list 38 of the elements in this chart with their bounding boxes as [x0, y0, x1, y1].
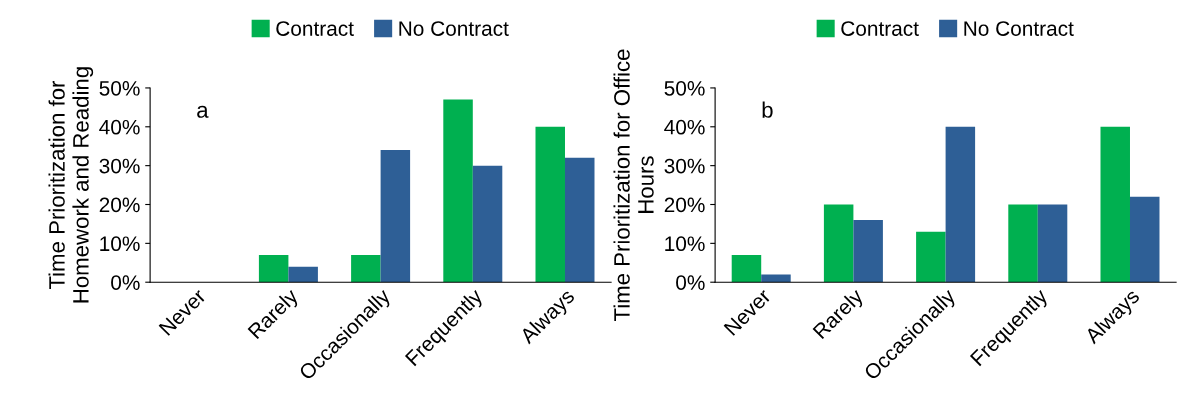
- bar: [1100, 126, 1130, 283]
- legend-label: Contract: [276, 21, 354, 36]
- annotation: b: [762, 101, 773, 118]
- y-tick-label: 20%: [99, 197, 140, 213]
- bar: [258, 255, 289, 283]
- y-tick-label: 40%: [99, 119, 140, 135]
- bar: [761, 274, 791, 283]
- bar: [945, 126, 976, 283]
- bar: [853, 220, 883, 283]
- bar: [1037, 204, 1068, 283]
- bar: [380, 150, 411, 283]
- bar: [535, 126, 565, 283]
- legend-label: Contract: [841, 21, 919, 36]
- bar: [443, 99, 473, 283]
- bar: [916, 231, 946, 283]
- bar: [1008, 204, 1038, 283]
- legend-label: No Contract: [964, 21, 1074, 36]
- bar: [565, 157, 595, 283]
- y-tick-label: 50%: [99, 80, 140, 96]
- bar: [351, 255, 381, 283]
- y-tick-label: 50%: [664, 80, 705, 96]
- y-tick-label: 10%: [665, 236, 705, 252]
- bar: [472, 165, 503, 283]
- annotation: a: [197, 105, 209, 118]
- y-tick-label: 20%: [664, 197, 705, 213]
- y-tick-label: 0%: [676, 275, 705, 290]
- y-tick-label: 10%: [100, 236, 140, 252]
- y-tick-label: 30%: [664, 158, 705, 174]
- bar: [288, 266, 318, 283]
- y-tick-label: 30%: [99, 158, 140, 174]
- bar: [731, 255, 762, 283]
- bar: [1129, 196, 1160, 283]
- y-tick-label: 0%: [111, 275, 140, 290]
- y-tick-label: 40%: [664, 119, 705, 135]
- legend-label: No Contract: [399, 21, 509, 36]
- y-axis-title: Time Prioritization for Homework and Reading: [48, 67, 94, 303]
- y-axis-title: Time Prioritization for Office Hours: [613, 49, 654, 322]
- bar: [823, 204, 854, 283]
